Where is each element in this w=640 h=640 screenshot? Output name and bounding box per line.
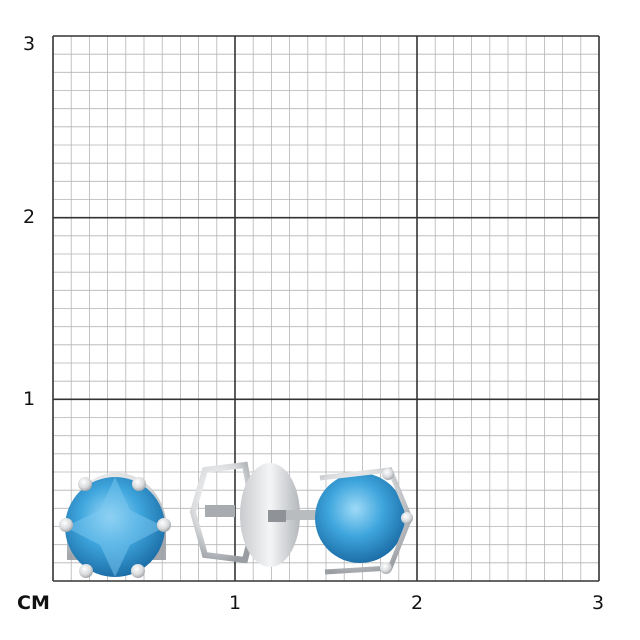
y-tick-2: 2	[23, 206, 36, 228]
y-tick-1: 1	[23, 388, 36, 410]
y-tick-3: 3	[23, 33, 36, 55]
major-grid-lines	[52, 35, 600, 582]
earring-side-view	[189, 461, 413, 575]
unit-label: СМ	[17, 592, 50, 614]
earring-front-view	[59, 472, 171, 578]
x-tick-3: 3	[592, 592, 605, 614]
x-tick-1: 1	[229, 592, 242, 614]
x-tick-2: 2	[411, 592, 424, 614]
